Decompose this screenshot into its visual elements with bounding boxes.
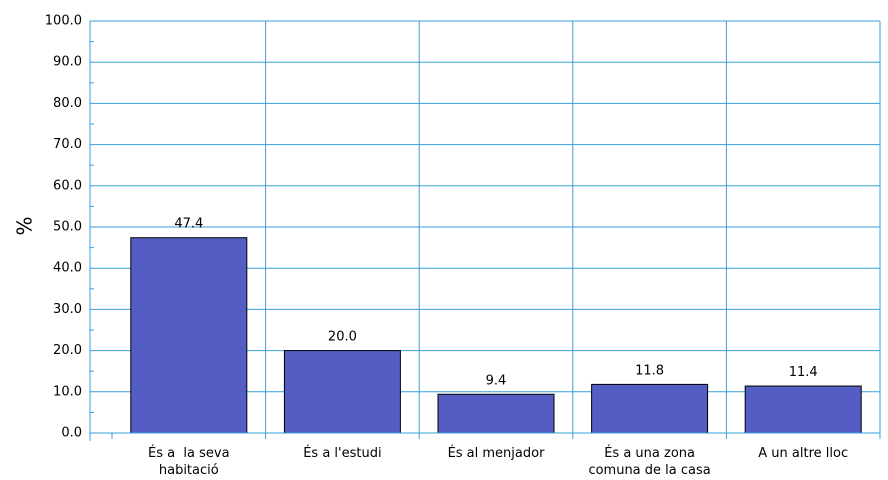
x-tick-label: És a l'estudi	[303, 445, 381, 461]
y-tick-label: 70.0	[53, 137, 82, 152]
grid-lines	[112, 20, 881, 433]
y-axis: 0.0 10.0 20.0 30.0 40.0 50.0 60.0 70.0 80.0 90.0 1…	[45, 14, 880, 441]
y-tick-label: 10.0	[53, 384, 82, 399]
y-axis-title: %	[13, 216, 37, 235]
data-label: 20.0	[328, 330, 357, 345]
x-tick-label: És a la seva habitació	[148, 445, 230, 478]
data-label: 9.4	[486, 373, 507, 388]
bar	[744, 385, 862, 434]
data-label: 47.4	[174, 217, 203, 232]
y-tick-label: 90.0	[53, 55, 82, 70]
bars	[130, 237, 862, 434]
data-label: 11.8	[635, 363, 664, 378]
value-labels: 47.4 20.0 9.4 11.8 11.4	[174, 217, 817, 389]
bar	[437, 393, 555, 434]
y-tick-label: 100.0	[45, 14, 82, 29]
data-label: 11.4	[789, 365, 818, 380]
y-tick-label: 20.0	[53, 343, 82, 358]
bar	[283, 350, 401, 434]
y-tick-label: 30.0	[53, 302, 82, 317]
x-tick-label: És al menjador	[448, 445, 546, 461]
y-tick-label: 40.0	[53, 261, 82, 276]
bar	[130, 237, 248, 434]
y-tick-label: 80.0	[53, 96, 82, 111]
x-tick-label: A un altre lloc	[758, 446, 848, 461]
y-tick-label: 50.0	[53, 220, 82, 235]
x-axis: És a la seva habitació És a l'estudi És al …	[90, 432, 881, 478]
y-tick-label: 0.0	[61, 426, 82, 441]
y-tick-label: 60.0	[53, 178, 82, 193]
bar	[591, 383, 709, 434]
x-tick-label: És a una zona comuna de la casa	[588, 445, 710, 478]
